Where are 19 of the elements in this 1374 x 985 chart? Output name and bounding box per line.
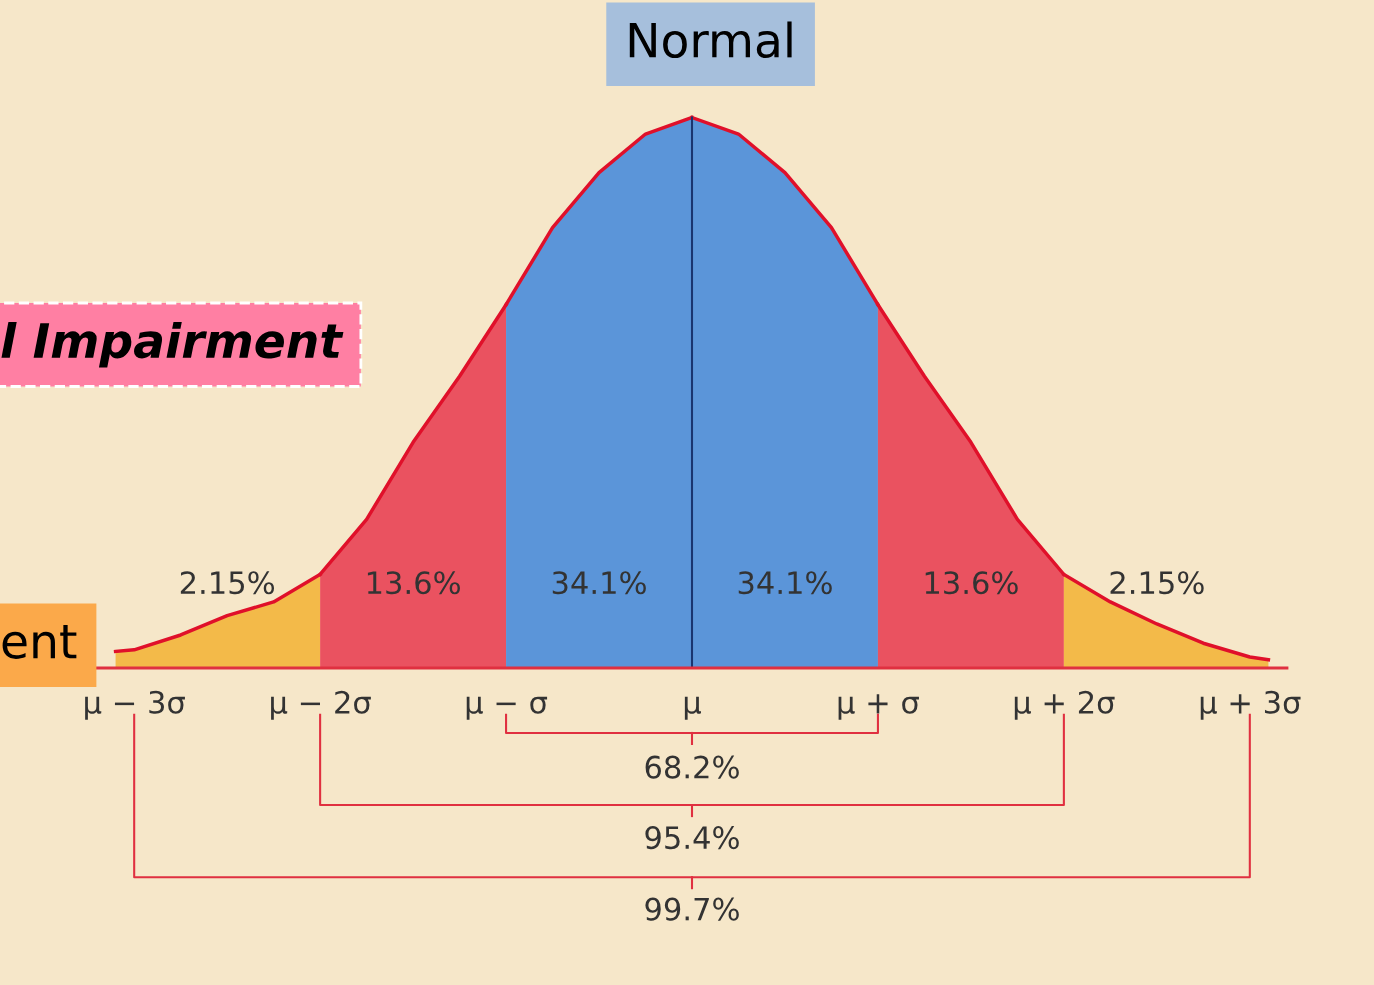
annotation: 2.15% [1110,571,1204,595]
text: Normal [629,21,792,59]
x-tick-label: μ − σ [466,696,548,720]
text: 95.4% [645,826,739,850]
text: 68.2% [645,755,739,779]
annotation: l Impairment [1,321,344,368]
x-tick-label: μ − 3σ [85,690,185,720]
annotation: 13.6% [925,571,1018,595]
annotation: 34.1% [738,571,832,595]
annotation: 13.6% [367,571,460,595]
x-tick-label: μ [684,696,701,720]
text: 99.7% [645,897,739,921]
text: ent [2,625,77,659]
x-tick-label: μ − 2σ [271,690,371,720]
x-tick-label: μ + 3σ [1200,690,1301,720]
x-tick-label: μ + 2σ [1014,690,1115,720]
annotation: 34.1% [552,571,646,595]
annotation: 2.15% [180,571,274,595]
x-tick-label: μ + σ [838,694,919,720]
